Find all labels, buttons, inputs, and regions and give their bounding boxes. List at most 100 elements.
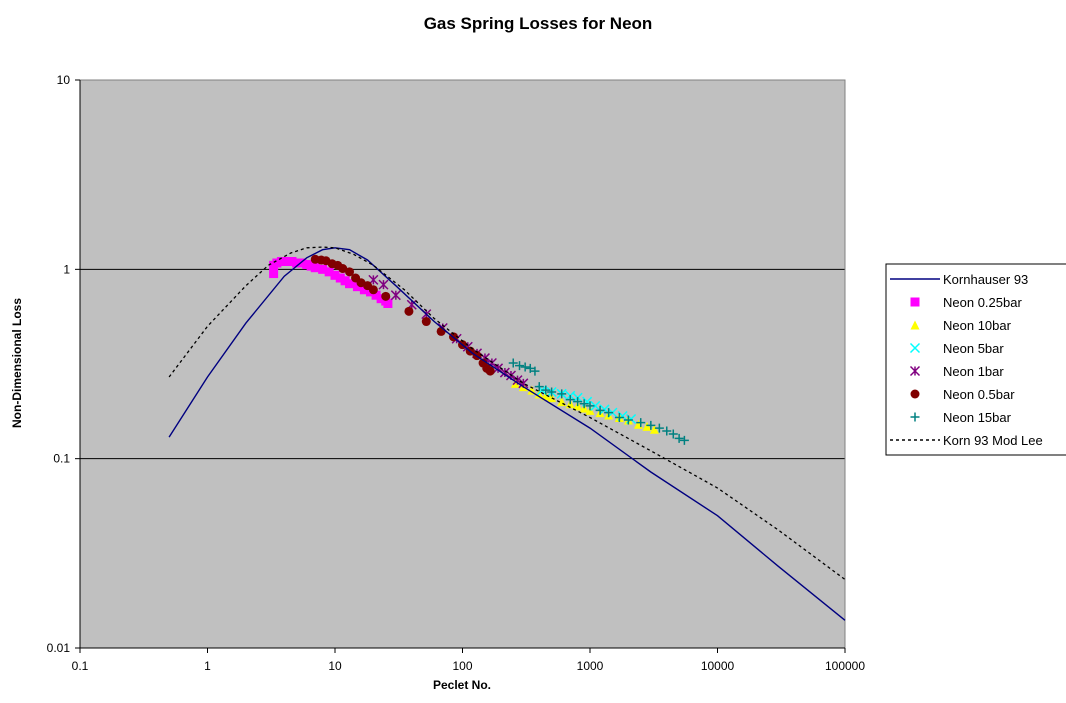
legend-item-kornhauser-93: Kornhauser 93: [890, 272, 1028, 287]
legend-label: Neon 5bar: [943, 341, 1004, 356]
data-point: [376, 294, 386, 304]
data-point: [508, 358, 518, 368]
data-point: [324, 267, 334, 277]
data-point: [515, 361, 525, 371]
plot-area: [80, 80, 845, 648]
data-point: [679, 435, 689, 445]
data-point: [646, 420, 656, 430]
data-point: [345, 267, 355, 277]
data-point: [310, 263, 320, 273]
data-point: [269, 269, 279, 279]
y-axis-label: Non-Dimensional Loss: [10, 298, 24, 428]
data-point: [390, 290, 401, 301]
legend-item-neon-0-5bar: Neon 0.5bar: [910, 387, 1015, 402]
x-tick-label: 100: [452, 659, 472, 673]
legend-item-neon-5bar: Neon 5bar: [909, 341, 1004, 356]
series-layer: [168, 246, 846, 621]
data-point: [590, 400, 601, 411]
data-point: [383, 298, 393, 308]
data-point: [614, 412, 624, 422]
x-axis-label: Peclet No.: [433, 678, 491, 692]
legend-label: Neon 15bar: [943, 410, 1012, 425]
data-point: [527, 385, 537, 395]
axes: [75, 79, 846, 653]
y-tick-label: 10: [57, 73, 71, 87]
data-point: [585, 401, 595, 411]
data-point: [636, 418, 646, 428]
chart-title: Gas Spring Losses for Neon: [424, 14, 653, 33]
legend-item-korn-93-mod-lee: Korn 93 Mod Lee: [890, 433, 1043, 448]
data-point: [287, 256, 297, 266]
data-point: [534, 382, 544, 392]
data-point: [662, 426, 672, 436]
data-point: [654, 423, 664, 433]
y-tick-label: 1: [63, 262, 70, 276]
data-point: [352, 282, 362, 292]
data-point: [530, 366, 540, 376]
data-point: [525, 363, 535, 373]
legend-label: Neon 0.5bar: [943, 387, 1015, 402]
data-point: [272, 258, 282, 268]
data-point: [541, 391, 551, 401]
y-tick-label: 0.01: [47, 641, 71, 655]
data-point: [436, 326, 446, 336]
data-point: [642, 421, 652, 431]
x-tick-label: 1: [204, 659, 211, 673]
legend-marker-swatch: [909, 365, 921, 377]
legend-item-neon-1bar: Neon 1bar: [909, 364, 1004, 379]
data-point: [359, 285, 369, 295]
data-point: [520, 362, 530, 372]
legend-marker-swatch: [910, 412, 920, 422]
data-point: [318, 264, 328, 274]
legend-label: Neon 1bar: [943, 364, 1004, 379]
x-tick-label: 10: [328, 659, 342, 673]
legend-item-neon-10bar: Neon 10bar: [910, 318, 1012, 333]
data-point: [674, 433, 684, 443]
x-tick-labels: 0.1 1 10 100 1000 10000 100000: [72, 659, 866, 673]
data-point: [623, 415, 633, 425]
data-point: [330, 270, 340, 280]
data-point: [541, 385, 551, 395]
legend-marker-swatch: [910, 320, 920, 330]
x-tick-label: 10000: [701, 659, 735, 673]
data-point: [421, 317, 431, 327]
data-point: [381, 291, 391, 301]
data-point: [404, 306, 414, 316]
legend-marker-swatch: [909, 342, 921, 354]
x-tick-label: 1000: [577, 659, 604, 673]
gridlines: [80, 268, 845, 460]
data-point: [378, 279, 389, 290]
data-point: [579, 399, 589, 409]
data-point: [557, 389, 567, 399]
legend-marker-swatch: [910, 389, 920, 399]
legend-marker-swatch: [910, 297, 920, 307]
data-point: [547, 387, 557, 397]
data-point: [335, 273, 345, 283]
x-tick-label: 100000: [825, 659, 865, 673]
legend-box: [885, 263, 1066, 456]
data-point: [345, 279, 355, 289]
data-point: [292, 258, 302, 268]
data-point: [547, 393, 557, 403]
data-point: [573, 397, 583, 407]
data-point: [565, 395, 575, 405]
data-point: [297, 258, 307, 268]
y-tick-label: 0.1: [53, 452, 70, 466]
legend-label: Neon 0.25bar: [943, 295, 1022, 310]
data-point: [368, 285, 378, 295]
legend-label: Korn 93 Mod Lee: [943, 433, 1043, 448]
data-point: [595, 405, 605, 415]
legend-label: Kornhauser 93: [943, 272, 1028, 287]
legend-label: Neon 10bar: [943, 318, 1012, 333]
data-point: [371, 290, 381, 300]
data-point: [510, 378, 520, 388]
data-point: [604, 408, 614, 418]
series-neon-15bar: [508, 358, 689, 445]
data-point: [649, 424, 659, 434]
legend-item-neon-15bar: Neon 15bar: [910, 410, 1012, 425]
x-tick-label: 0.1: [72, 659, 89, 673]
data-point: [668, 429, 678, 439]
y-tick-labels: 0.01 0.1 1 10: [47, 73, 71, 655]
